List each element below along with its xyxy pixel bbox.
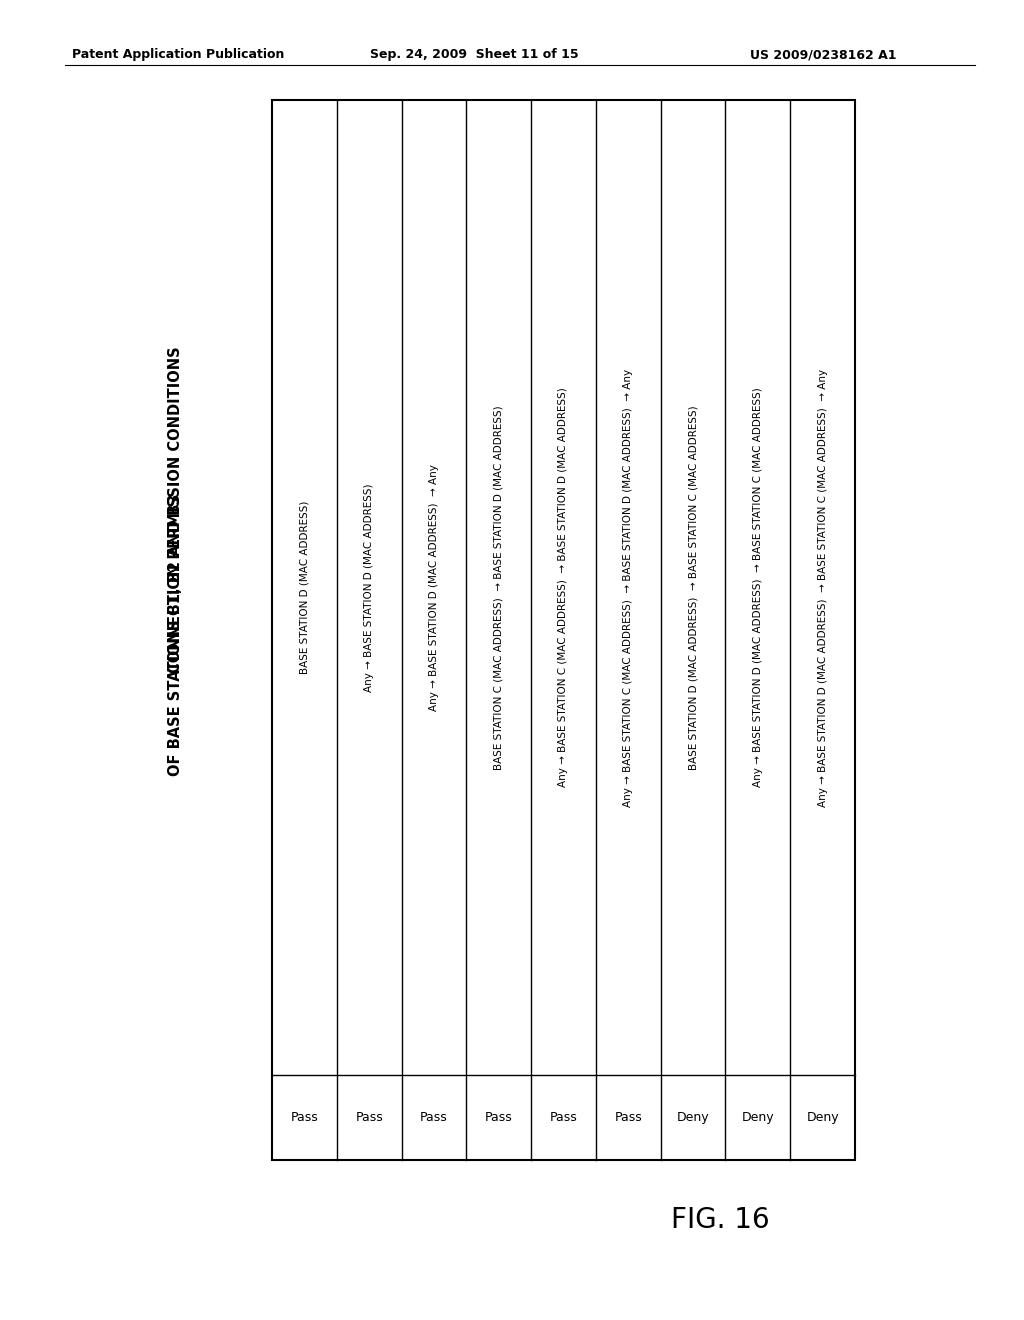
Text: US 2009/0238162 A1: US 2009/0238162 A1: [750, 48, 896, 61]
Text: Pass: Pass: [420, 1111, 447, 1125]
Text: BASE STATION D (MAC ADDRESS): BASE STATION D (MAC ADDRESS): [299, 500, 309, 675]
Text: Any → BASE STATION D (MAC ADDRESS)  → BASE STATION C (MAC ADDRESS)  → Any: Any → BASE STATION D (MAC ADDRESS) → BAS…: [817, 368, 827, 807]
Text: BASE STATION C (MAC ADDRESS)  → BASE STATION D (MAC ADDRESS): BASE STATION C (MAC ADDRESS) → BASE STAT…: [494, 405, 504, 770]
Text: Pass: Pass: [550, 1111, 578, 1125]
Text: Deny: Deny: [741, 1111, 774, 1125]
Text: Pass: Pass: [291, 1111, 318, 1125]
Text: Any → BASE STATION C (MAC ADDRESS)  → BASE STATION D (MAC ADDRESS): Any → BASE STATION C (MAC ADDRESS) → BAS…: [558, 388, 568, 787]
Text: Sep. 24, 2009  Sheet 11 of 15: Sep. 24, 2009 Sheet 11 of 15: [370, 48, 579, 61]
Text: Pass: Pass: [355, 1111, 383, 1125]
Text: BASE STATION D (MAC ADDRESS)  → BASE STATION C (MAC ADDRESS): BASE STATION D (MAC ADDRESS) → BASE STAT…: [688, 405, 698, 770]
Bar: [272, 100, 855, 1160]
Text: Any → BASE STATION C (MAC ADDRESS)  → BASE STATION D (MAC ADDRESS)  → Any: Any → BASE STATION C (MAC ADDRESS) → BAS…: [624, 368, 633, 807]
Text: Any → BASE STATION D (MAC ADDRESS): Any → BASE STATION D (MAC ADDRESS): [365, 483, 374, 692]
Text: Any → BASE STATION D (MAC ADDRESS)  → BASE STATION C (MAC ADDRESS): Any → BASE STATION D (MAC ADDRESS) → BAS…: [753, 388, 763, 787]
Text: Patent Application Publication: Patent Application Publication: [72, 48, 285, 61]
Text: Any → BASE STATION D (MAC ADDRESS)  → Any: Any → BASE STATION D (MAC ADDRESS) → Any: [429, 465, 439, 711]
Text: Deny: Deny: [677, 1111, 710, 1125]
Text: CONNECTION PERMISSION CONDITIONS: CONNECTION PERMISSION CONDITIONS: [168, 347, 182, 673]
Text: OF BASE STATIONS B1, B2 AND B3: OF BASE STATIONS B1, B2 AND B3: [168, 494, 182, 776]
Text: FIG. 16: FIG. 16: [671, 1206, 769, 1234]
Text: Deny: Deny: [806, 1111, 839, 1125]
Text: Pass: Pass: [484, 1111, 513, 1125]
Text: Pass: Pass: [614, 1111, 642, 1125]
